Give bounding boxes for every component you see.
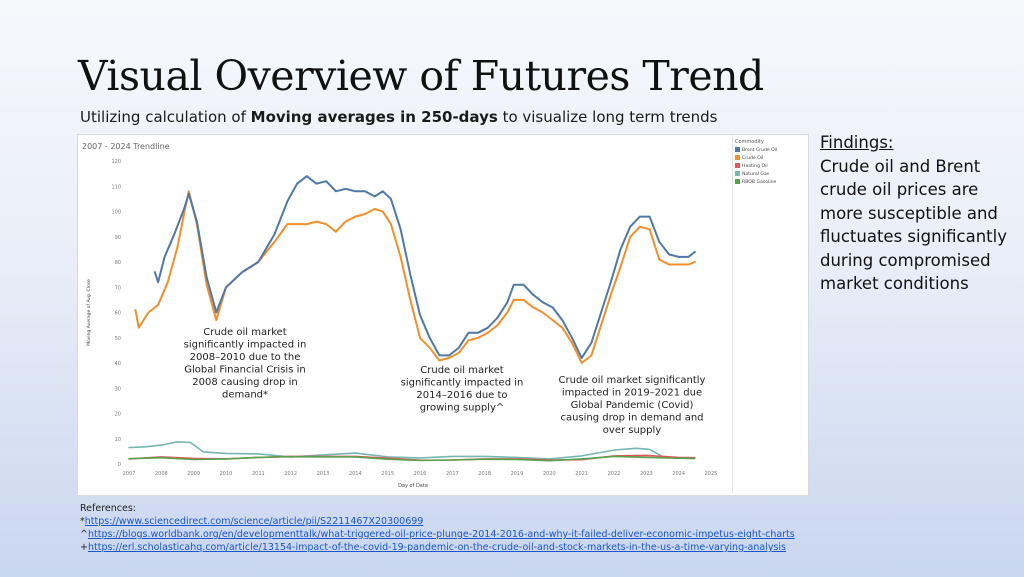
- series-line-brent-crude-oil: [153, 175, 696, 359]
- x-tick-label: 2008: [155, 471, 168, 477]
- series-lines: [128, 175, 696, 462]
- x-tick-label: 2020: [543, 471, 556, 477]
- legend-swatch: [735, 179, 740, 184]
- y-tick-label: 40: [115, 361, 121, 367]
- x-tick-label: 2025: [705, 471, 718, 477]
- x-tick-label: 2018: [478, 471, 491, 477]
- findings-panel: Findings: Crude oil and Brent crude oil …: [820, 131, 1010, 296]
- x-tick-label: 2016: [414, 471, 427, 477]
- legend-item[interactable]: RBOB Gasoline: [735, 179, 776, 185]
- legend-label: Brent Crude Oil: [742, 148, 778, 153]
- subtitle-text-pre: Utilizing calculation of: [80, 108, 251, 126]
- x-tick-label: 2022: [608, 471, 621, 477]
- reference-link-3[interactable]: https://erl.scholasticahq.com/article/13…: [87, 542, 786, 553]
- legend-item[interactable]: Brent Crude Oil: [735, 147, 777, 153]
- y-tick-label: 110: [111, 184, 121, 190]
- x-tick-label: 2009: [187, 471, 200, 477]
- y-tick-label: 70: [115, 285, 121, 291]
- legend-label: Crude Oil: [742, 156, 764, 161]
- annotation-line: Crude oil market significantly: [559, 375, 706, 386]
- legend-swatch: [735, 155, 740, 160]
- annotation-line: Global Financial Crisis in: [184, 365, 305, 376]
- x-tick-label: 2014: [349, 471, 362, 477]
- x-tick-label: 2007: [123, 471, 136, 477]
- trendline-chart: 2007 - 2024 Trendline Moving Average of …: [82, 142, 717, 489]
- reference-link-1[interactable]: https://www.sciencedirect.com/science/ar…: [84, 516, 424, 527]
- legend-item[interactable]: Heating Oil: [735, 163, 768, 169]
- x-tick-label: 2021: [575, 471, 588, 477]
- annotation-line: significantly impacted in: [401, 378, 524, 389]
- y-tick-label: 0: [118, 462, 121, 468]
- y-tick-label: 10: [115, 437, 121, 443]
- annotations: Crude oil market significantly impacted i…: [184, 327, 706, 436]
- findings-heading: Findings:: [820, 133, 894, 152]
- references: References: *https://www.sciencedirect.c…: [80, 502, 795, 554]
- y-tick-label: 120: [111, 159, 121, 165]
- legend-title: Commodity: [735, 139, 764, 145]
- x-tick-label: 2019: [511, 471, 524, 477]
- subtitle-text-bold: Moving averages in 250-days: [250, 108, 498, 126]
- legend-swatch: [735, 171, 740, 176]
- y-tick-label: 100: [111, 210, 121, 216]
- reference-item-2: ^https://blogs.worldbank.org/en/developm…: [80, 528, 795, 541]
- annotation-line: impacted in 2019–2021 due: [562, 388, 702, 399]
- subtitle-text-post: to visualize long term trends: [497, 108, 718, 126]
- annotation-line: 2008 causing drop in: [192, 377, 297, 388]
- annotation-line: Crude oil market: [203, 327, 287, 338]
- annotation-line: 2014–2016 due to: [416, 390, 507, 401]
- legend-label: Natural Gas: [742, 172, 770, 177]
- annotation-line: Crude oil market: [420, 365, 504, 376]
- reference-item-1: *https://www.sciencedirect.com/science/a…: [80, 515, 795, 528]
- y-tick-label: 50: [115, 336, 121, 342]
- x-tick-label: 2015: [381, 471, 394, 477]
- y-tick-label: 80: [115, 260, 121, 266]
- legend-swatch: [735, 163, 740, 168]
- annotation-line: 2008–2010 due to the: [190, 352, 301, 363]
- reference-marker: +: [80, 542, 88, 553]
- x-axis-label: Day of Date: [398, 483, 428, 489]
- x-tick-label: 2023: [640, 471, 653, 477]
- slide-subtitle: Utilizing calculation of Moving averages…: [80, 108, 717, 126]
- chart-panel: 2007 - 2024 Trendline Moving Average of …: [77, 134, 809, 496]
- legend-item[interactable]: Natural Gas: [735, 171, 769, 177]
- x-tick-label: 2013: [317, 471, 330, 477]
- chart-title: 2007 - 2024 Trendline: [82, 142, 170, 151]
- y-tick-label: 20: [115, 412, 121, 418]
- x-tick-label: 2010: [220, 471, 233, 477]
- x-tick-label: 2012: [284, 471, 297, 477]
- annotation-line: growing supply^: [420, 403, 505, 414]
- y-axis-label-group: Moving Average of Avg. Close: [86, 279, 92, 346]
- y-tick-label: 60: [115, 311, 121, 317]
- reference-item-3: +https://erl.scholasticahq.com/article/1…: [80, 541, 795, 554]
- findings-body: Crude oil and Brent crude oil prices are…: [820, 156, 1007, 294]
- reference-marker: *: [80, 516, 85, 527]
- series-line-natural-gas: [128, 440, 696, 460]
- x-tick-label: 2024: [672, 471, 685, 477]
- x-tick-label: 2017: [446, 471, 459, 477]
- series-line-crude-oil: [134, 190, 696, 364]
- legend-label: RBOB Gasoline: [742, 180, 777, 185]
- axis-ticks: 0 10 20 30 40 50 60 70 80 90 100 110 120 2007 2008 2009…: [111, 159, 717, 477]
- y-tick-label: 90: [115, 235, 121, 241]
- reference-marker: ^: [80, 529, 88, 540]
- y-tick-label: 30: [115, 386, 121, 392]
- x-tick-label: 2011: [252, 471, 265, 477]
- y-axis-label: Moving Average of Avg. Close: [86, 279, 92, 346]
- series-line-rbob-gasoline: [128, 455, 696, 462]
- slide-title: Visual Overview of Futures Trend: [78, 52, 764, 100]
- annotation-line: causing drop in demand and: [560, 413, 703, 424]
- annotation-line: Global Pandemic (Covid): [571, 400, 694, 411]
- references-heading: References:: [80, 503, 136, 514]
- chart-legend: Commodity Brent Crude Oil Crude Oil Heatin…: [732, 135, 807, 493]
- annotation-line: demand*: [222, 390, 268, 401]
- annotation-line: significantly impacted in: [184, 340, 307, 351]
- legend-swatch: [735, 147, 740, 152]
- legend-item[interactable]: Crude Oil: [735, 155, 763, 161]
- legend-label: Heating Oil: [742, 164, 768, 169]
- annotation-line: over supply: [603, 425, 662, 436]
- reference-link-2[interactable]: https://blogs.worldbank.org/en/developme…: [87, 529, 795, 540]
